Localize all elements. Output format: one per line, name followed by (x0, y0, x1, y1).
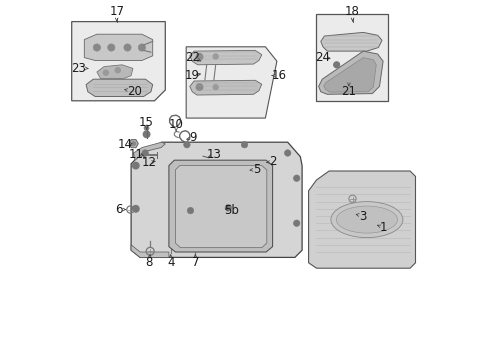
Text: 2: 2 (269, 155, 277, 168)
Circle shape (115, 68, 120, 73)
Circle shape (199, 153, 204, 158)
Polygon shape (318, 51, 382, 94)
Polygon shape (129, 140, 138, 148)
Text: 10: 10 (168, 118, 183, 131)
Text: 17: 17 (109, 5, 124, 18)
Text: 6: 6 (115, 203, 122, 216)
Circle shape (123, 44, 131, 51)
Polygon shape (97, 65, 133, 78)
Polygon shape (175, 166, 266, 248)
Text: 23: 23 (71, 62, 85, 75)
Circle shape (132, 162, 139, 169)
Polygon shape (323, 58, 375, 92)
Text: 7: 7 (192, 256, 199, 269)
Circle shape (196, 84, 203, 90)
Circle shape (107, 44, 115, 51)
Circle shape (224, 204, 231, 211)
Text: 4: 4 (166, 256, 174, 269)
Polygon shape (186, 47, 276, 118)
Text: 9: 9 (189, 131, 197, 144)
Circle shape (206, 156, 210, 160)
Polygon shape (86, 79, 152, 96)
Text: 19: 19 (184, 69, 200, 82)
Text: 21: 21 (341, 85, 356, 98)
Text: 5b: 5b (224, 204, 239, 217)
Text: 15: 15 (139, 116, 154, 129)
Text: 14: 14 (117, 138, 132, 150)
Circle shape (213, 54, 218, 59)
Polygon shape (320, 32, 381, 51)
Polygon shape (189, 50, 261, 65)
Text: 13: 13 (206, 148, 221, 161)
Polygon shape (168, 160, 272, 252)
Circle shape (132, 142, 135, 145)
Circle shape (152, 157, 159, 163)
Circle shape (142, 150, 148, 156)
FancyBboxPatch shape (316, 14, 387, 101)
Polygon shape (72, 22, 165, 101)
Circle shape (158, 157, 162, 161)
Circle shape (103, 70, 108, 75)
Polygon shape (131, 245, 168, 257)
Circle shape (333, 62, 339, 68)
Text: 5: 5 (253, 163, 260, 176)
Text: 3: 3 (359, 210, 366, 222)
Text: 20: 20 (127, 85, 142, 98)
Text: 8: 8 (145, 256, 152, 269)
Ellipse shape (166, 248, 174, 253)
Circle shape (293, 220, 299, 226)
Circle shape (192, 242, 197, 247)
Circle shape (196, 54, 203, 60)
Circle shape (293, 175, 299, 181)
Text: 1: 1 (379, 221, 386, 234)
Circle shape (143, 131, 149, 138)
Text: 11: 11 (129, 148, 143, 161)
Circle shape (147, 237, 153, 242)
Ellipse shape (330, 202, 402, 238)
Circle shape (138, 44, 145, 51)
Text: 16: 16 (271, 69, 285, 82)
Text: 24: 24 (315, 51, 330, 64)
Circle shape (144, 126, 148, 130)
Text: 12: 12 (142, 156, 156, 169)
Polygon shape (84, 34, 152, 60)
Circle shape (241, 141, 247, 148)
Polygon shape (189, 80, 261, 95)
Circle shape (132, 206, 139, 212)
Circle shape (213, 85, 218, 90)
Circle shape (187, 207, 193, 214)
Circle shape (93, 44, 101, 51)
Text: 22: 22 (184, 51, 200, 64)
Polygon shape (308, 171, 415, 268)
Ellipse shape (336, 206, 397, 233)
Circle shape (168, 242, 173, 247)
Polygon shape (133, 142, 165, 160)
Text: 18: 18 (345, 5, 359, 18)
Circle shape (284, 150, 290, 156)
Circle shape (183, 141, 190, 148)
Polygon shape (131, 142, 302, 257)
